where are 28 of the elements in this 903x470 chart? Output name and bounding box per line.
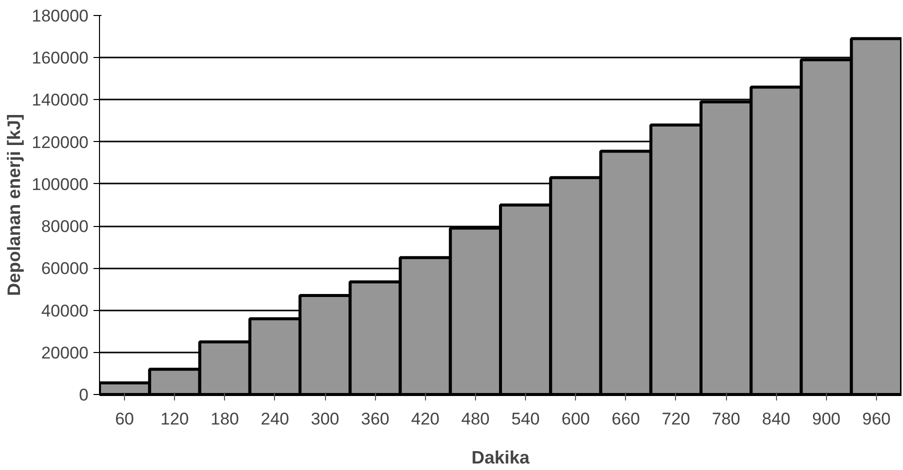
x-tick-label: 480	[461, 410, 490, 428]
x-tick-label: 540	[511, 410, 540, 428]
x-tick-label: 960	[862, 410, 891, 428]
x-tick-label: 120	[160, 410, 189, 428]
x-tick-label: 360	[361, 410, 390, 428]
x-tick-label: 840	[762, 410, 790, 428]
y-tick-label: 160000	[32, 48, 89, 68]
x-tick-label: 60	[115, 410, 134, 428]
x-tick-label: 900	[812, 410, 841, 428]
y-tick-label: 20000	[41, 343, 89, 362]
x-tick-label: 720	[662, 410, 690, 428]
y-tick-label: 140000	[32, 90, 89, 110]
x-tick-label: 420	[411, 410, 440, 428]
y-tick-label: 60000	[41, 259, 89, 278]
y-tick-label: 100000	[32, 174, 89, 194]
x-tick-label: 240	[260, 410, 290, 428]
y-tick-label: 0	[79, 386, 89, 404]
y-tick-label: 120000	[32, 132, 89, 152]
y-axis-title: Depolanan enerji [kJ]	[4, 114, 24, 296]
y-tick-label: 80000	[41, 217, 89, 236]
x-tick-label: 180	[210, 410, 240, 428]
y-tick-label: 40000	[41, 301, 89, 320]
x-axis-title: Dakika	[471, 448, 531, 468]
y-tick-label: 180000	[32, 6, 89, 26]
x-tick-label: 600	[562, 410, 590, 428]
x-tick-label: 300	[310, 410, 340, 428]
x-tick-label: 780	[712, 410, 740, 428]
x-tick-label: 660	[612, 410, 640, 428]
